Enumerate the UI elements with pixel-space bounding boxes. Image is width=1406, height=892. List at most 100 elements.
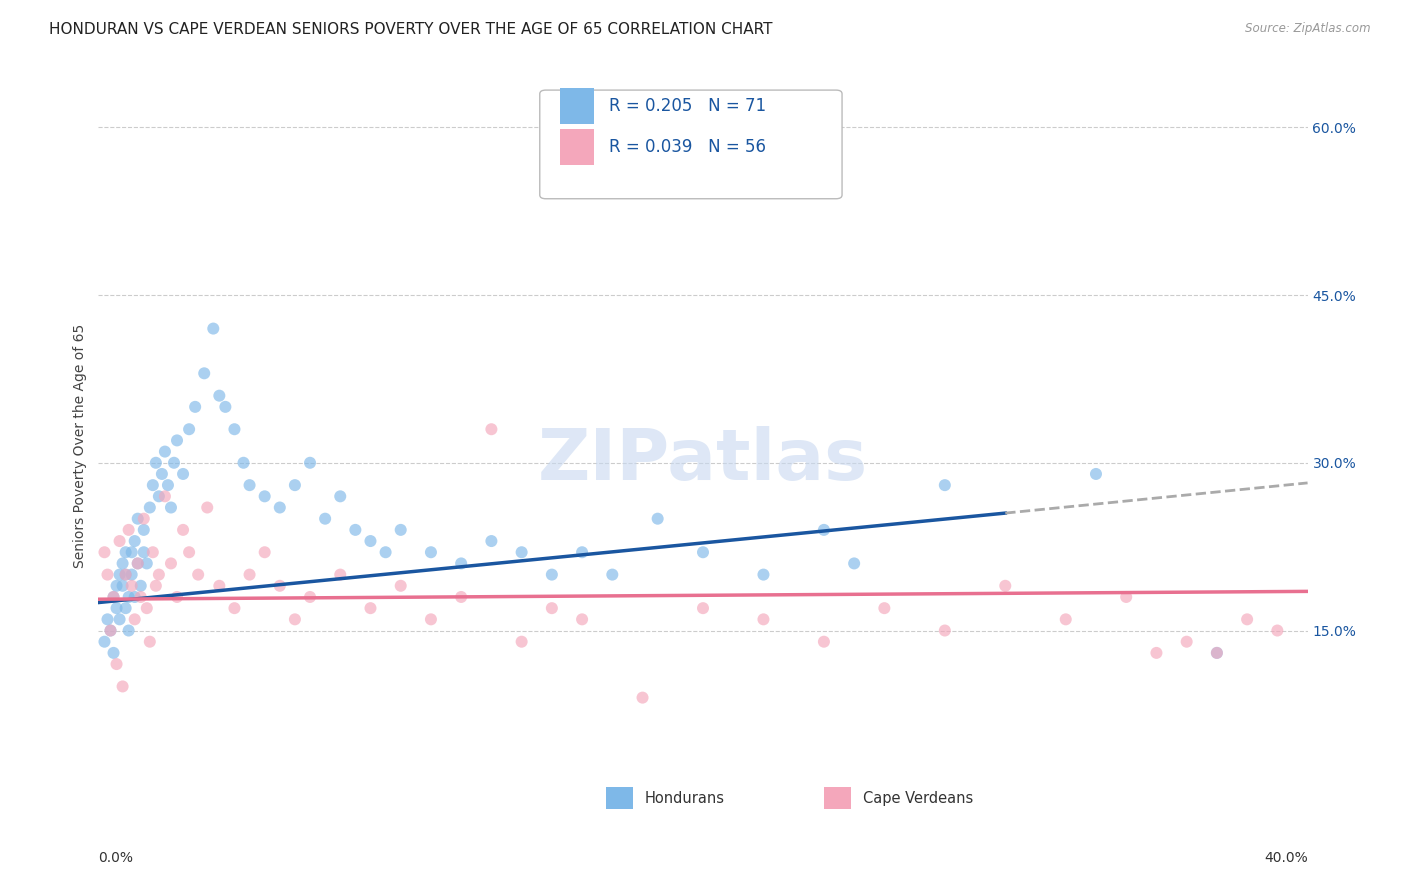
Text: Cape Verdeans: Cape Verdeans	[863, 790, 973, 805]
Point	[208, 389, 231, 403]
Point	[100, 624, 122, 638]
Point	[172, 467, 194, 481]
Point	[1206, 646, 1229, 660]
Point	[329, 567, 352, 582]
Point	[420, 612, 443, 626]
Point	[389, 523, 412, 537]
Point	[129, 579, 152, 593]
Text: Source: ZipAtlas.com: Source: ZipAtlas.com	[1246, 22, 1371, 36]
Point	[114, 567, 136, 582]
Point	[114, 601, 136, 615]
Point	[127, 557, 149, 571]
Point	[752, 567, 775, 582]
Point	[360, 534, 382, 549]
Point	[142, 478, 165, 492]
Point	[148, 567, 170, 582]
Text: Hondurans: Hondurans	[645, 790, 725, 805]
Point	[132, 545, 155, 559]
Point	[121, 567, 143, 582]
Point	[184, 400, 207, 414]
Point	[148, 489, 170, 503]
Point	[269, 579, 291, 593]
Point	[105, 657, 128, 671]
Point	[129, 590, 152, 604]
Point	[93, 634, 115, 648]
Point	[103, 590, 125, 604]
Point	[100, 624, 122, 638]
Point	[329, 489, 352, 503]
Point	[1115, 590, 1137, 604]
Point	[153, 444, 176, 458]
Bar	[824, 787, 851, 809]
Point	[127, 557, 149, 571]
Point	[163, 456, 186, 470]
Y-axis label: Seniors Poverty Over the Age of 65: Seniors Poverty Over the Age of 65	[73, 324, 87, 568]
Point	[105, 579, 128, 593]
Point	[813, 634, 835, 648]
Point	[813, 523, 835, 537]
Point	[571, 612, 593, 626]
Text: 0.0%: 0.0%	[98, 851, 134, 864]
Point	[142, 545, 165, 559]
Point	[269, 500, 291, 515]
Point	[118, 590, 141, 604]
Point	[934, 624, 956, 638]
Point	[187, 567, 209, 582]
Point	[208, 579, 231, 593]
Point	[360, 601, 382, 615]
Point	[124, 612, 146, 626]
Point	[602, 567, 624, 582]
Point	[121, 545, 143, 559]
Point	[195, 500, 218, 515]
Point	[540, 601, 562, 615]
Point	[103, 646, 125, 660]
Point	[284, 612, 307, 626]
Point	[873, 601, 896, 615]
Bar	[606, 787, 633, 809]
Point	[224, 601, 246, 615]
Point	[420, 545, 443, 559]
Point	[139, 634, 162, 648]
Point	[844, 557, 866, 571]
Point	[96, 612, 118, 626]
Point	[202, 321, 225, 335]
Point	[121, 579, 143, 593]
Point	[108, 534, 131, 549]
Point	[994, 579, 1017, 593]
Point	[510, 545, 533, 559]
Point	[1236, 612, 1258, 626]
Point	[239, 567, 262, 582]
Point	[172, 523, 194, 537]
Point	[124, 534, 146, 549]
Point	[374, 545, 396, 559]
Point	[214, 400, 236, 414]
Point	[135, 601, 157, 615]
Point	[145, 456, 167, 470]
Point	[1175, 634, 1198, 648]
Point	[752, 612, 775, 626]
Point	[314, 511, 336, 525]
Point	[481, 422, 503, 436]
Point	[132, 511, 155, 525]
Point	[114, 567, 136, 582]
Point	[193, 367, 215, 381]
Point	[344, 523, 367, 537]
Point	[692, 601, 714, 615]
Bar	[561, 87, 595, 124]
Point	[1206, 646, 1229, 660]
Point	[150, 467, 173, 481]
Point	[145, 579, 167, 593]
Point	[224, 422, 246, 436]
Point	[160, 557, 183, 571]
Point	[232, 456, 254, 470]
Point	[118, 624, 141, 638]
Point	[114, 545, 136, 559]
Point	[571, 545, 593, 559]
Point	[132, 523, 155, 537]
Point	[299, 590, 322, 604]
Point	[631, 690, 654, 705]
Point	[481, 534, 503, 549]
Point	[450, 557, 472, 571]
Point	[299, 456, 322, 470]
Point	[540, 567, 562, 582]
